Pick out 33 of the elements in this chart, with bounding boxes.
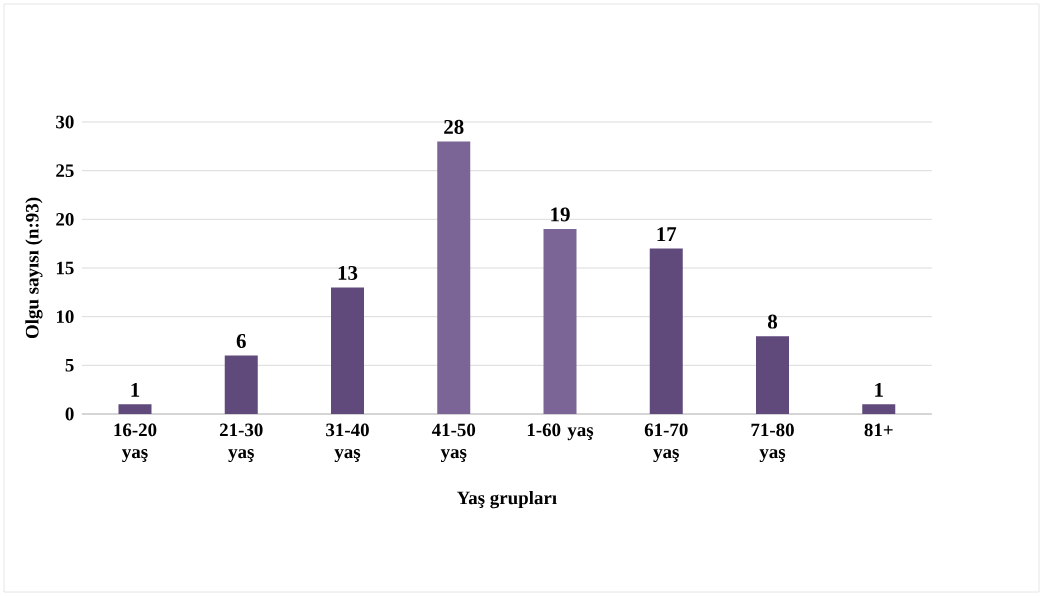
bar xyxy=(118,404,152,414)
data-label: 8 xyxy=(767,314,778,329)
x-tick-label: 21-30 yaş xyxy=(219,423,263,463)
bar xyxy=(437,141,471,414)
data-label: 19 xyxy=(551,207,570,222)
y-tick-label: 0 xyxy=(65,407,74,421)
y-tick-label: 25 xyxy=(56,164,74,178)
data-label: 28 xyxy=(444,119,464,134)
x-tick-label: 61-70 yaş xyxy=(644,423,688,463)
bar xyxy=(756,336,790,414)
x-tick-label: 81+ xyxy=(864,423,893,437)
x-axis-title: Yaş grupları xyxy=(456,490,557,509)
bar xyxy=(543,229,577,414)
x-tick-label: 16-20 yaş xyxy=(114,423,157,463)
y-tick-label: 20 xyxy=(56,212,74,226)
x-tick-label: 41-50 yaş xyxy=(431,423,476,463)
y-tick-label: 5 xyxy=(65,359,74,372)
data-label: 13 xyxy=(338,265,358,280)
y-tick-label: 30 xyxy=(56,115,74,129)
bar xyxy=(649,248,683,414)
bar xyxy=(224,355,258,414)
bar xyxy=(331,287,364,414)
data-label: 1 xyxy=(131,382,140,397)
data-label: 17 xyxy=(657,227,677,242)
bar xyxy=(862,404,896,414)
data-label: 6 xyxy=(236,334,246,349)
x-tick-label: 31-40 yaş xyxy=(326,423,369,463)
x-tick-label: 1-60 yaş xyxy=(527,423,594,441)
data-label: 1 xyxy=(875,382,883,397)
y-tick-label: 15 xyxy=(56,261,74,275)
x-tick-label: 71-80 yaş xyxy=(751,423,794,463)
y-axis-title: Olgu sayısı (n:93) xyxy=(25,197,43,339)
y-tick-label: 10 xyxy=(56,310,74,324)
